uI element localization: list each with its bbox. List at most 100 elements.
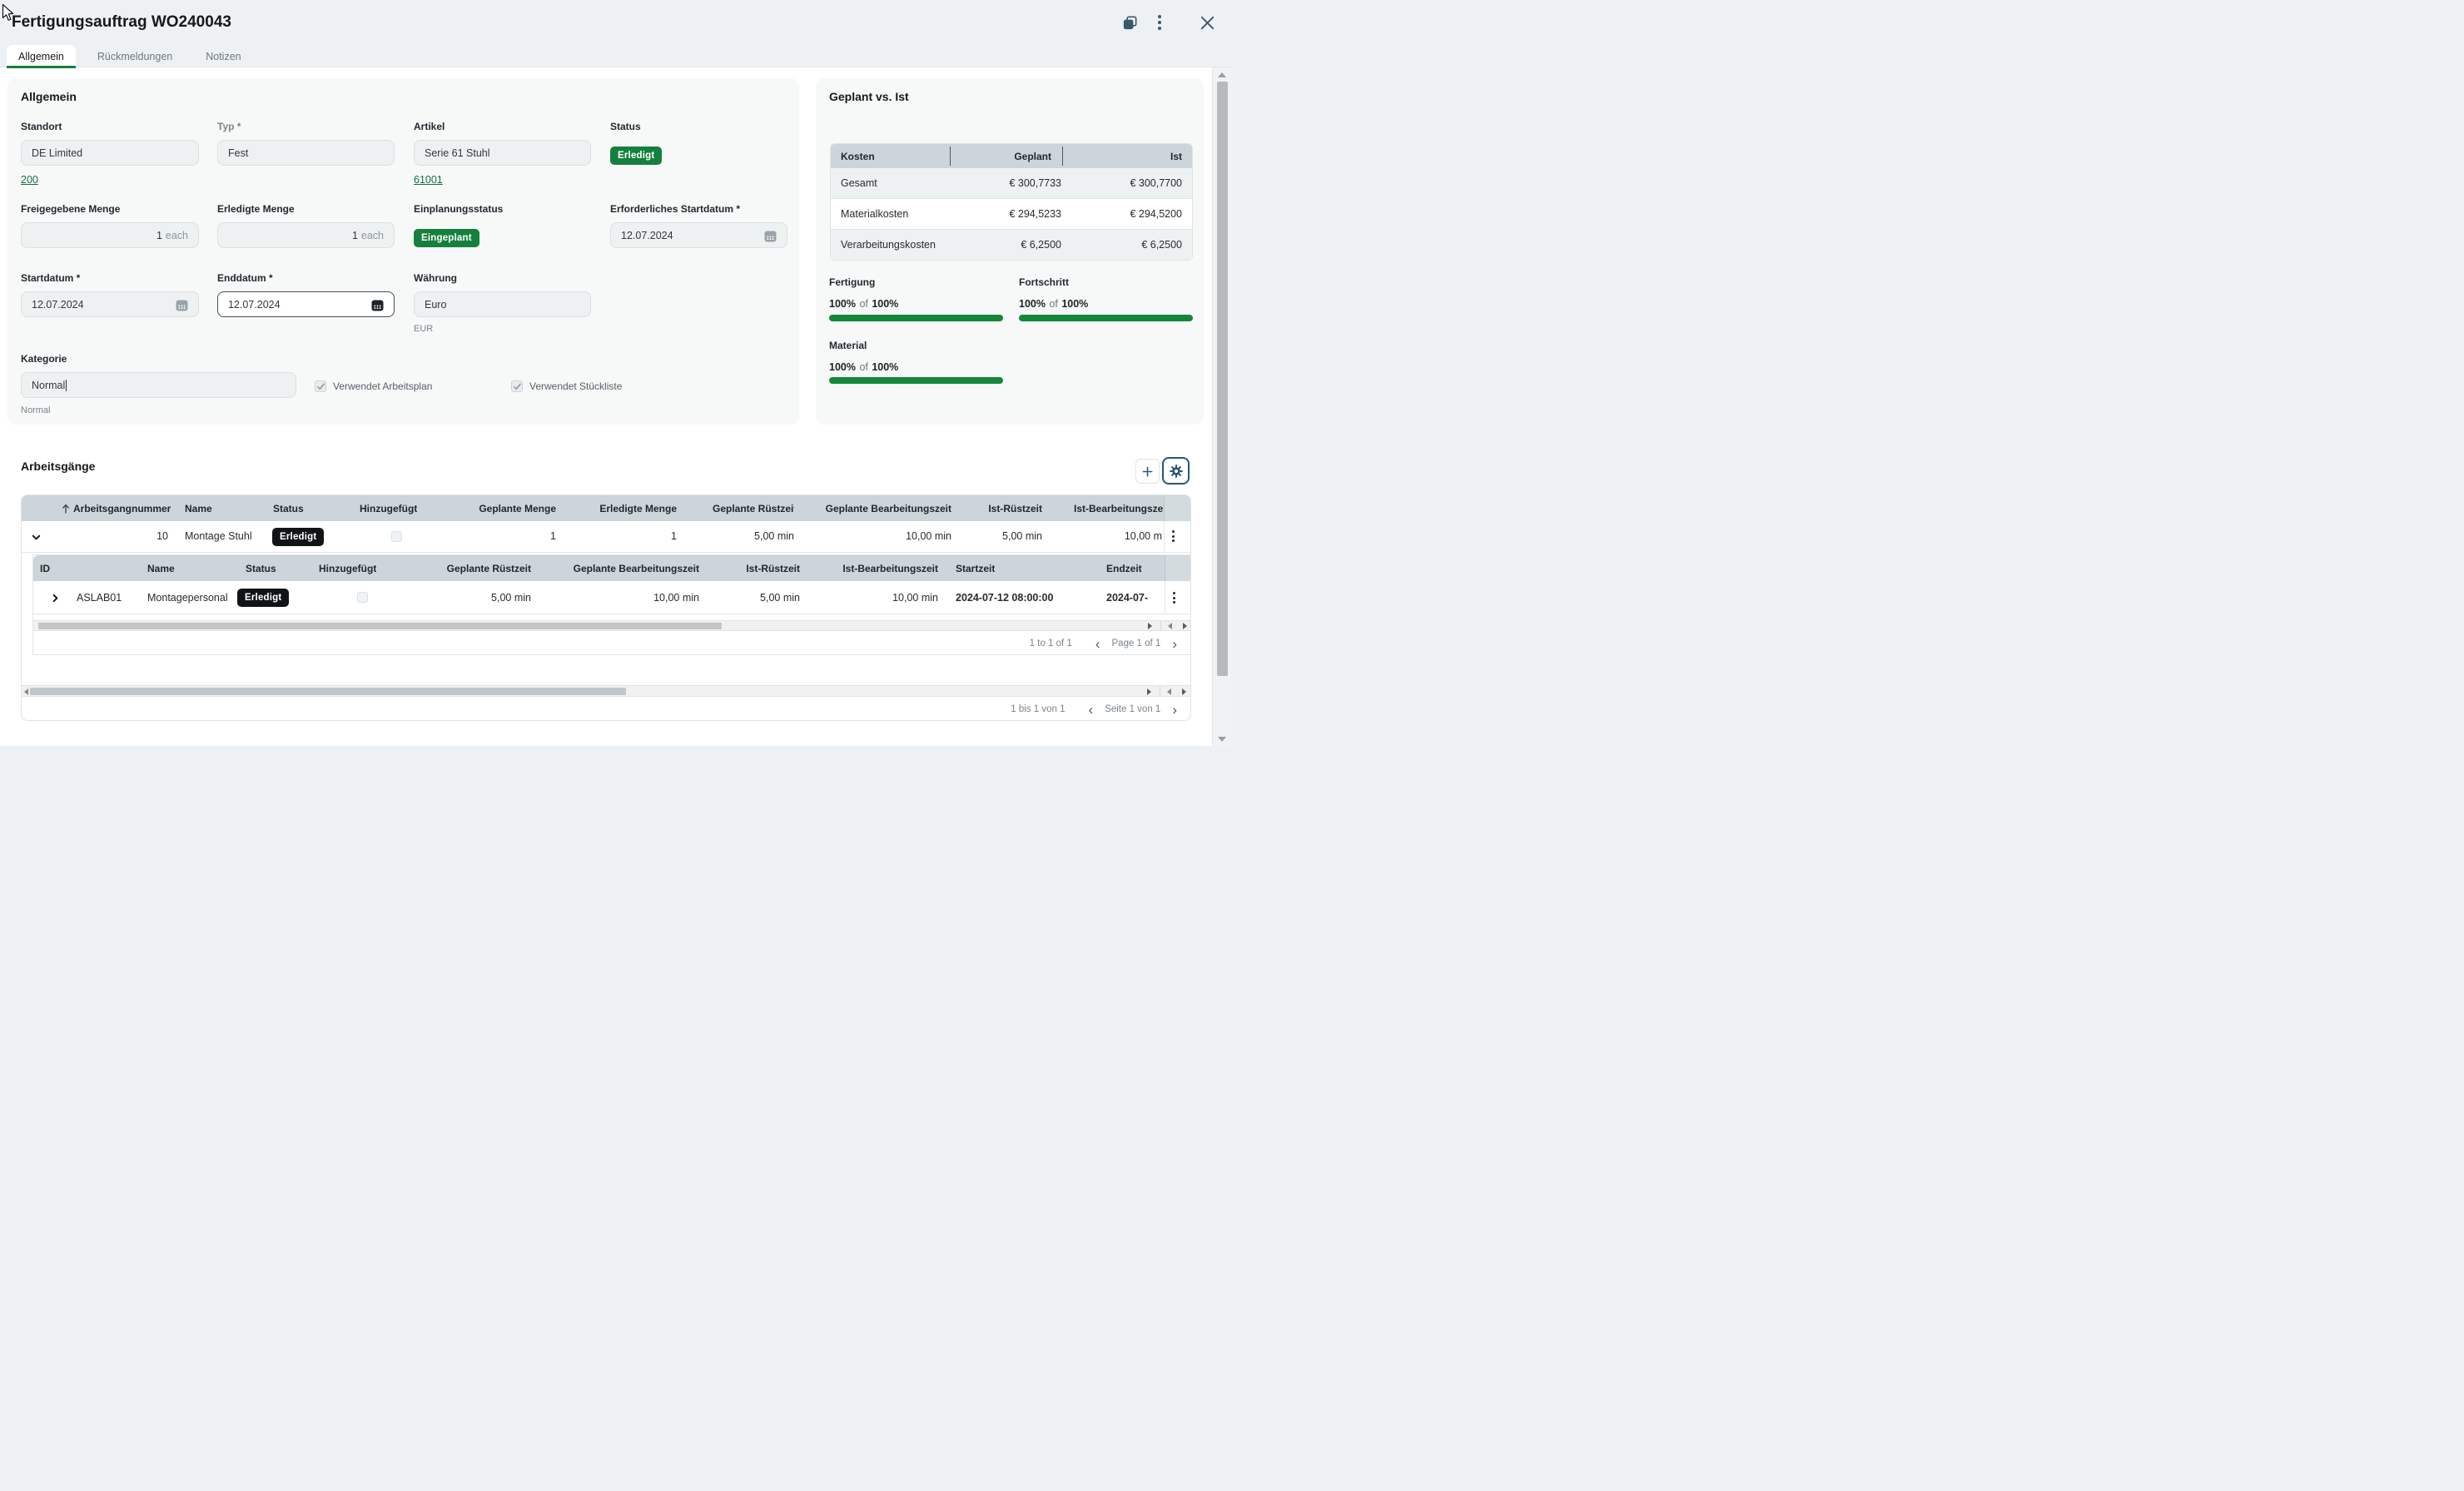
waehrung-helper: EUR xyxy=(414,324,434,334)
add-operation-button[interactable] xyxy=(1135,459,1160,484)
artikel-field[interactable]: Serie 61 Stuhl xyxy=(414,140,591,166)
scroll-left-icon[interactable] xyxy=(1168,623,1172,629)
col-geplante-ruestzeit[interactable]: Geplante Rüstzeit xyxy=(713,503,794,514)
waehrung-field[interactable]: Euro xyxy=(414,291,591,317)
menu-button[interactable] xyxy=(1150,12,1169,33)
next-page-button[interactable]: › xyxy=(1172,635,1177,652)
prev-page-button[interactable]: ‹ xyxy=(1088,701,1094,718)
kategorie-helper: Normal xyxy=(21,405,51,415)
expand-row-button[interactable] xyxy=(48,592,62,604)
mouse-cursor-icon xyxy=(2,3,15,27)
freigegebene-menge-label: Freigegebene Menge xyxy=(21,203,121,215)
page-v-scrollbar[interactable] xyxy=(1212,67,1232,746)
row-range: 1 bis 1 von 1 xyxy=(1011,704,1066,714)
col-name[interactable]: Name xyxy=(147,563,175,574)
operations-table: Arbeitsgangnummer Name Status Hinzugefüg… xyxy=(21,495,1191,721)
freigegebene-menge-field[interactable]: 1 each xyxy=(21,222,199,248)
h-scrollbar-thumb[interactable] xyxy=(38,623,722,629)
scroll-right-icon[interactable] xyxy=(1147,688,1151,695)
hinzugefuegt-checkbox[interactable] xyxy=(391,531,402,542)
gear-icon xyxy=(1169,464,1183,478)
scroll-up-icon[interactable] xyxy=(1218,72,1226,77)
duplicate-button[interactable] xyxy=(1119,12,1140,33)
artikel-link[interactable]: 61001 xyxy=(414,174,443,186)
cost-row-material: Materialkosten € 294,5233 € 294,5200 xyxy=(831,199,1192,230)
check-icon xyxy=(316,382,325,390)
col-hinzugefuegt[interactable]: Hinzugefügt xyxy=(319,563,377,574)
tab-notizen[interactable]: Notizen xyxy=(206,50,241,62)
kategorie-field[interactable]: Normal xyxy=(21,372,296,398)
material-progress-text: 100% of 100% xyxy=(829,361,899,373)
scroll-right-icon[interactable] xyxy=(1183,623,1187,629)
ist-bearbeitungszeit-value: 10,00 min xyxy=(892,592,938,604)
enddatum-field[interactable]: 12.07.2024 xyxy=(217,291,395,317)
col-status[interactable]: Status xyxy=(273,503,304,514)
geplante-menge-value: 1 xyxy=(550,530,556,542)
col-geplante-bearbeitungszeit[interactable]: Geplante Bearbeitungszeit xyxy=(825,503,951,514)
calendar-icon[interactable] xyxy=(764,229,777,242)
column-resize-handle[interactable] xyxy=(1062,147,1063,166)
col-arbeitsgangnummer[interactable]: Arbeitsgangnummer xyxy=(62,495,171,521)
row-menu-button[interactable] xyxy=(1170,528,1177,544)
standort-field[interactable]: DE Limited xyxy=(21,140,199,166)
fortschritt-progress-bar xyxy=(1019,315,1193,321)
prev-page-button[interactable]: ‹ xyxy=(1095,635,1100,652)
row-menu-button[interactable] xyxy=(1170,589,1178,606)
cost-row-gesamt: Gesamt € 300,7733 € 300,7700 xyxy=(831,168,1192,199)
col-ist-bearbeitungszeit[interactable]: Ist-Bearbeitungsze xyxy=(1074,503,1163,514)
scroll-right-icon[interactable] xyxy=(1148,623,1152,629)
tab-allgemein[interactable]: Allgemein xyxy=(7,45,76,68)
grid-settings-button[interactable] xyxy=(1162,457,1190,485)
col-geplante-ruestzeit[interactable]: Geplante Rüstzeit xyxy=(446,563,531,574)
scrollbar-divider xyxy=(1160,621,1161,630)
scroll-left-icon[interactable] xyxy=(1167,688,1171,695)
suboperations-table: ID Name Status Hinzugefügt Geplante Rüst… xyxy=(32,554,1190,655)
v-scrollbar-thumb[interactable] xyxy=(1217,82,1228,676)
scroll-left-icon[interactable] xyxy=(24,688,28,695)
col-ist-ruestzeit[interactable]: Ist-Rüstzeit xyxy=(746,563,800,574)
typ-field[interactable]: Fest xyxy=(217,140,395,166)
close-icon xyxy=(1200,16,1214,29)
col-geplante-bearbeitungszeit[interactable]: Geplante Bearbeitungszeit xyxy=(573,563,699,574)
next-page-button[interactable]: › xyxy=(1172,701,1177,718)
calendar-icon[interactable] xyxy=(371,298,384,311)
typ-label: Typ * xyxy=(217,121,241,132)
col-endzeit[interactable]: Endzeit xyxy=(1106,563,1142,574)
suboperation-id: ASLAB01 xyxy=(77,592,122,604)
col-hinzugefuegt[interactable]: Hinzugefügt xyxy=(360,503,418,514)
col-startzeit[interactable]: Startzeit xyxy=(956,563,996,574)
h-scrollbar-thumb[interactable] xyxy=(30,688,626,695)
hinzugefuegt-checkbox[interactable] xyxy=(357,592,368,603)
col-ist-ruestzeit[interactable]: Ist-Rüstzeit xyxy=(988,503,1042,514)
check-icon xyxy=(513,382,521,390)
calendar-icon[interactable] xyxy=(176,298,188,311)
collapse-row-button[interactable] xyxy=(28,531,43,543)
status-badge: Erledigt xyxy=(610,147,663,165)
col-geplante-menge[interactable]: Geplante Menge xyxy=(479,503,556,514)
suboperations-pagination: 1 to 1 of 1 ‹ Page 1 of 1 › xyxy=(33,631,1190,656)
verwendet-stueckliste-checkbox[interactable] xyxy=(511,380,523,392)
scroll-down-icon[interactable] xyxy=(1218,737,1226,742)
close-button[interactable] xyxy=(1196,12,1218,33)
suboperations-h-scrollbar[interactable] xyxy=(33,620,1190,631)
col-name[interactable]: Name xyxy=(185,503,212,514)
verwendet-arbeitsplan-checkbox[interactable] xyxy=(315,380,326,392)
text-caret xyxy=(66,379,67,391)
operations-title: Arbeitsgänge xyxy=(21,460,96,473)
startdatum-field[interactable]: 12.07.2024 xyxy=(21,291,199,317)
col-ist-bearbeitungszeit[interactable]: Ist-Bearbeitungszeit xyxy=(842,563,938,574)
tab-rueckmeldungen[interactable]: Rückmeldungen xyxy=(97,50,173,62)
erledigte-menge-field[interactable]: 1 each xyxy=(217,222,395,248)
scroll-right-icon[interactable] xyxy=(1182,688,1186,695)
col-status[interactable]: Status xyxy=(246,563,276,574)
waehrung-label: Währung xyxy=(414,272,457,284)
standort-link[interactable]: 200 xyxy=(21,174,38,186)
enddatum-label: Enddatum * xyxy=(217,272,273,284)
operations-h-scrollbar[interactable] xyxy=(22,685,1190,697)
general-section-title: Allgemein xyxy=(21,90,77,103)
column-resize-handle[interactable] xyxy=(950,147,951,166)
operation-status-badge: Erledigt xyxy=(272,528,325,546)
col-id[interactable]: ID xyxy=(40,563,50,574)
erforderliches-startdatum-field[interactable]: 12.07.2024 xyxy=(610,222,787,248)
col-erledigte-menge[interactable]: Erledigte Menge xyxy=(599,503,677,514)
